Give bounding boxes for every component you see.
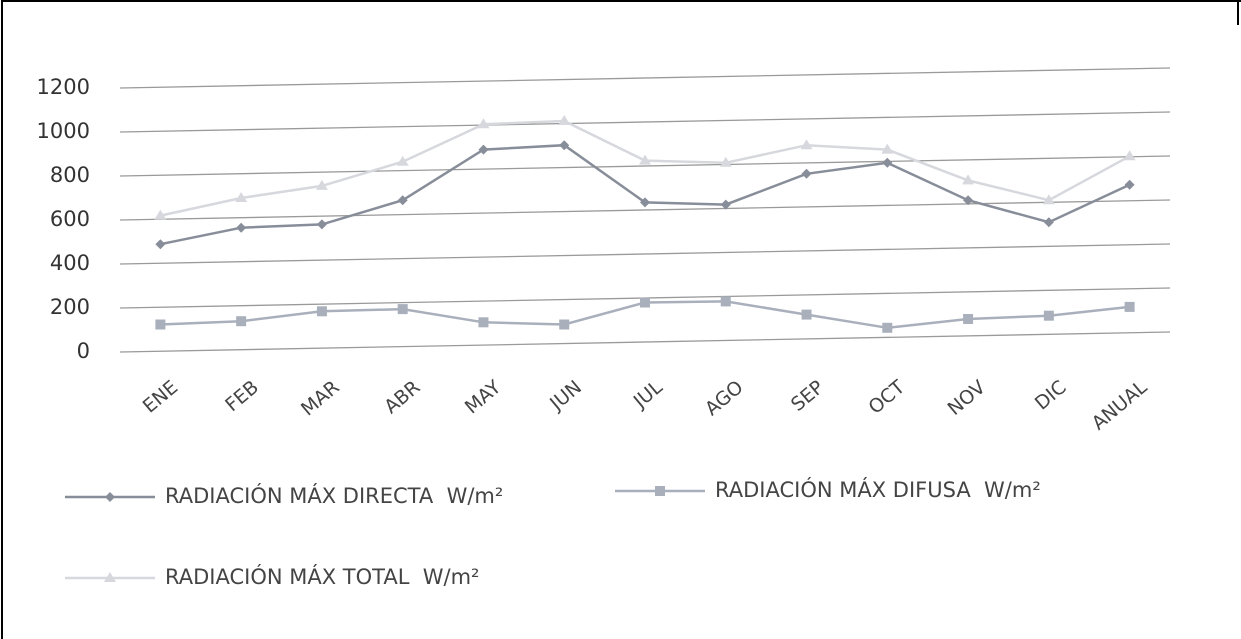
marker <box>477 118 490 129</box>
marker <box>962 174 975 185</box>
y-tick-label: 400 <box>50 251 90 275</box>
marker <box>236 222 247 233</box>
marker <box>105 492 115 502</box>
grid-line <box>119 155 1171 177</box>
marker <box>963 195 974 206</box>
marker <box>396 155 409 166</box>
y-tick-label: 0 <box>77 339 90 363</box>
marker <box>1124 179 1135 190</box>
marker <box>236 316 247 327</box>
grid-line <box>119 111 1171 133</box>
marker <box>559 140 570 151</box>
marker <box>316 219 327 230</box>
marker <box>720 296 731 307</box>
marker <box>104 572 116 582</box>
marker <box>316 306 327 317</box>
marker <box>478 317 489 328</box>
legend-label: RADIACIÓN MÁX TOTAL W/m² <box>165 564 479 589</box>
marker <box>640 297 650 308</box>
marker <box>558 115 571 125</box>
marker <box>801 309 812 320</box>
marker <box>719 156 732 167</box>
marker <box>1042 194 1055 205</box>
y-tick-label: 1000 <box>37 119 90 143</box>
marker <box>478 144 489 155</box>
grid-line <box>119 331 1171 353</box>
marker <box>801 168 812 179</box>
marker <box>1124 301 1135 312</box>
marker <box>640 197 650 208</box>
grid-line <box>119 243 1171 265</box>
legend-label: RADIACIÓN MÁX DIFUSA W/m² <box>715 477 1041 502</box>
marker <box>963 314 974 324</box>
marker <box>655 486 665 496</box>
y-tick-label: 1200 <box>37 75 90 99</box>
y-tick-label: 600 <box>50 207 90 231</box>
grid-line <box>119 199 1171 221</box>
grid-line <box>119 67 1171 89</box>
y-tick-label: 800 <box>50 163 90 187</box>
marker <box>1043 217 1054 228</box>
marker <box>639 154 651 165</box>
marker <box>397 304 408 315</box>
marker <box>881 143 894 154</box>
marker <box>882 322 893 333</box>
marker <box>720 199 731 210</box>
marker <box>315 179 328 190</box>
marker <box>1043 310 1054 321</box>
legend-label: RADIACIÓN MÁX DIRECTA W/m² <box>165 483 503 508</box>
y-tick-label: 200 <box>50 295 90 319</box>
marker <box>235 192 248 202</box>
marker <box>1123 150 1136 161</box>
marker <box>559 319 570 330</box>
marker <box>154 209 167 220</box>
marker <box>155 239 166 250</box>
marker <box>397 195 408 206</box>
marker <box>155 319 166 330</box>
marker <box>882 157 893 168</box>
marker <box>800 139 813 150</box>
